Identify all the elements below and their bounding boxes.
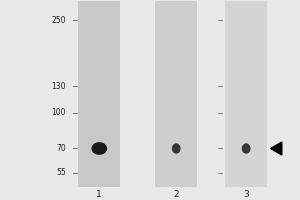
FancyBboxPatch shape xyxy=(225,1,267,187)
Text: 250: 250 xyxy=(52,16,66,25)
FancyBboxPatch shape xyxy=(78,1,120,187)
Ellipse shape xyxy=(92,142,107,155)
Text: 2: 2 xyxy=(173,190,179,199)
Text: 100: 100 xyxy=(52,108,66,117)
Text: 3: 3 xyxy=(243,190,249,199)
Text: 70: 70 xyxy=(56,144,66,153)
Text: 130: 130 xyxy=(52,82,66,91)
FancyBboxPatch shape xyxy=(155,1,197,187)
Polygon shape xyxy=(271,142,282,155)
Text: 1: 1 xyxy=(96,190,102,199)
Ellipse shape xyxy=(242,143,250,154)
Ellipse shape xyxy=(172,143,181,154)
Text: 55: 55 xyxy=(56,168,66,177)
